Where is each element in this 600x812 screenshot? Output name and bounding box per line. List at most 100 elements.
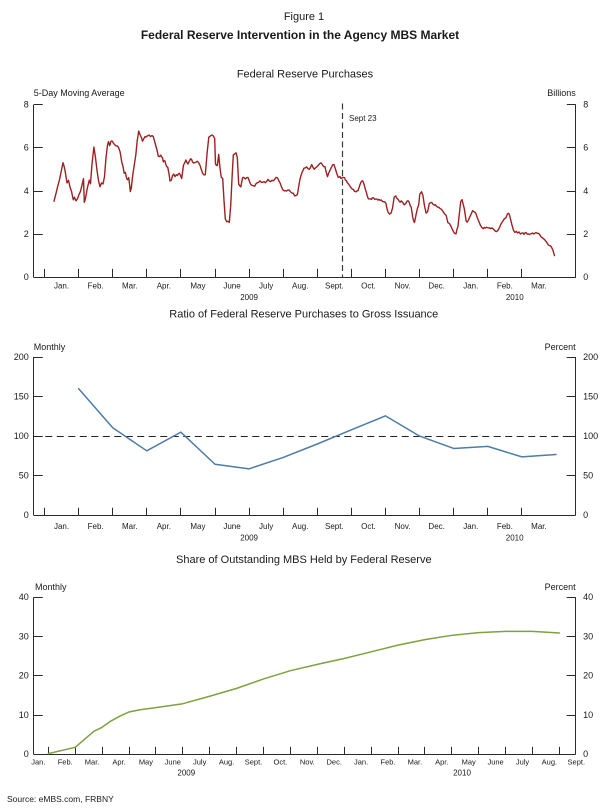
svg-text:0: 0 bbox=[583, 510, 588, 520]
svg-text:30: 30 bbox=[19, 631, 29, 641]
svg-text:2009: 2009 bbox=[240, 293, 258, 302]
svg-text:Aug.: Aug. bbox=[219, 758, 234, 767]
svg-text:May: May bbox=[462, 758, 476, 767]
svg-text:Sept.: Sept. bbox=[325, 522, 344, 531]
svg-text:Aug.: Aug. bbox=[542, 758, 557, 767]
svg-text:Jan.: Jan. bbox=[31, 758, 45, 767]
svg-text:Feb.: Feb. bbox=[497, 522, 513, 531]
svg-text:Jan.: Jan. bbox=[354, 758, 368, 767]
svg-text:Mar.: Mar. bbox=[531, 282, 547, 291]
svg-text:20: 20 bbox=[583, 671, 593, 681]
svg-text:Apr.: Apr. bbox=[157, 522, 171, 531]
svg-text:10: 10 bbox=[583, 710, 593, 720]
svg-text:Jan.: Jan. bbox=[463, 282, 478, 291]
svg-text:20: 20 bbox=[19, 671, 29, 681]
svg-text:6: 6 bbox=[583, 143, 588, 153]
svg-text:0: 0 bbox=[583, 749, 588, 759]
svg-text:June: June bbox=[223, 282, 241, 291]
svg-text:Jan.: Jan. bbox=[463, 522, 478, 531]
svg-text:Federal Reserve Purchases: Federal Reserve Purchases bbox=[237, 69, 374, 81]
svg-text:Mar.: Mar. bbox=[408, 758, 423, 767]
svg-text:8: 8 bbox=[24, 99, 29, 109]
svg-text:100: 100 bbox=[583, 431, 598, 441]
svg-text:Ratio of Federal Reserve Purch: Ratio of Federal Reserve Purchases to Gr… bbox=[169, 309, 438, 321]
svg-text:200: 200 bbox=[583, 352, 598, 362]
svg-text:July: July bbox=[259, 282, 273, 291]
svg-text:Nov.: Nov. bbox=[300, 758, 315, 767]
svg-text:Percent: Percent bbox=[545, 342, 577, 352]
svg-text:Oct.: Oct. bbox=[361, 282, 376, 291]
svg-text:Share of Outstanding MBS Held: Share of Outstanding MBS Held by Federal… bbox=[176, 554, 432, 566]
svg-text:4: 4 bbox=[583, 186, 588, 196]
svg-text:June: June bbox=[223, 522, 241, 531]
svg-text:Dec.: Dec. bbox=[428, 522, 444, 531]
svg-text:June: June bbox=[165, 758, 181, 767]
svg-text:May: May bbox=[190, 282, 205, 291]
svg-text:July: July bbox=[516, 758, 530, 767]
svg-text:40: 40 bbox=[19, 592, 29, 602]
svg-text:Oct.: Oct. bbox=[274, 758, 288, 767]
svg-text:2: 2 bbox=[24, 229, 29, 239]
svg-text:150: 150 bbox=[14, 391, 29, 401]
svg-text:Percent: Percent bbox=[545, 582, 577, 592]
svg-text:10: 10 bbox=[19, 710, 29, 720]
svg-text:2: 2 bbox=[583, 229, 588, 239]
svg-text:Federal Reserve Intervention i: Federal Reserve Intervention in the Agen… bbox=[141, 28, 459, 42]
svg-text:Apr.: Apr. bbox=[435, 758, 448, 767]
svg-text:Mar.: Mar. bbox=[85, 758, 100, 767]
svg-text:200: 200 bbox=[14, 352, 29, 362]
svg-text:Figure 1: Figure 1 bbox=[284, 11, 324, 23]
svg-text:Feb.: Feb. bbox=[88, 282, 104, 291]
svg-text:Apr.: Apr. bbox=[112, 758, 125, 767]
svg-text:Sept.: Sept. bbox=[245, 758, 263, 767]
svg-text:0: 0 bbox=[24, 272, 29, 282]
svg-text:6: 6 bbox=[24, 143, 29, 153]
svg-text:Mar.: Mar. bbox=[122, 282, 138, 291]
svg-text:Feb.: Feb. bbox=[497, 282, 513, 291]
svg-text:2010: 2010 bbox=[453, 769, 471, 778]
svg-text:Nov.: Nov. bbox=[395, 282, 411, 291]
svg-text:30: 30 bbox=[583, 631, 593, 641]
svg-text:4: 4 bbox=[24, 186, 29, 196]
svg-text:July: July bbox=[259, 522, 273, 531]
svg-text:Monthly: Monthly bbox=[34, 342, 66, 352]
svg-text:Sept.: Sept. bbox=[568, 758, 586, 767]
svg-text:5-Day Moving Average: 5-Day Moving Average bbox=[34, 88, 125, 98]
svg-text:Dec.: Dec. bbox=[326, 758, 341, 767]
svg-text:May: May bbox=[190, 522, 205, 531]
svg-text:Jan.: Jan. bbox=[54, 522, 69, 531]
svg-text:Mar.: Mar. bbox=[122, 522, 138, 531]
svg-text:2010: 2010 bbox=[506, 293, 524, 302]
svg-text:Oct.: Oct. bbox=[361, 522, 376, 531]
svg-text:40: 40 bbox=[583, 592, 593, 602]
svg-text:Apr.: Apr. bbox=[157, 282, 171, 291]
svg-text:Sept 23: Sept 23 bbox=[349, 114, 377, 123]
svg-text:8: 8 bbox=[583, 99, 588, 109]
svg-text:Source: eMBS.com, FRBNY: Source: eMBS.com, FRBNY bbox=[7, 794, 114, 804]
svg-text:50: 50 bbox=[19, 470, 29, 480]
svg-text:Billions: Billions bbox=[547, 88, 576, 98]
svg-text:Jan.: Jan. bbox=[54, 282, 69, 291]
svg-text:50: 50 bbox=[583, 470, 593, 480]
svg-text:July: July bbox=[193, 758, 207, 767]
svg-text:Feb.: Feb. bbox=[58, 758, 73, 767]
svg-text:June: June bbox=[487, 758, 503, 767]
svg-text:May: May bbox=[139, 758, 153, 767]
svg-text:Dec.: Dec. bbox=[428, 282, 444, 291]
svg-text:2010: 2010 bbox=[506, 534, 524, 543]
svg-text:2009: 2009 bbox=[177, 769, 195, 778]
svg-text:100: 100 bbox=[14, 431, 29, 441]
svg-text:0: 0 bbox=[583, 272, 588, 282]
svg-text:0: 0 bbox=[24, 510, 29, 520]
svg-text:Feb.: Feb. bbox=[88, 522, 104, 531]
svg-text:Aug.: Aug. bbox=[292, 282, 308, 291]
svg-text:Monthly: Monthly bbox=[35, 582, 67, 592]
svg-text:Feb.: Feb. bbox=[380, 758, 395, 767]
svg-text:150: 150 bbox=[583, 391, 598, 401]
svg-text:Sept.: Sept. bbox=[325, 282, 344, 291]
svg-text:Nov.: Nov. bbox=[395, 522, 411, 531]
svg-text:Mar.: Mar. bbox=[531, 522, 547, 531]
svg-text:2009: 2009 bbox=[240, 534, 258, 543]
svg-text:Aug.: Aug. bbox=[292, 522, 308, 531]
svg-text:0: 0 bbox=[24, 749, 29, 759]
